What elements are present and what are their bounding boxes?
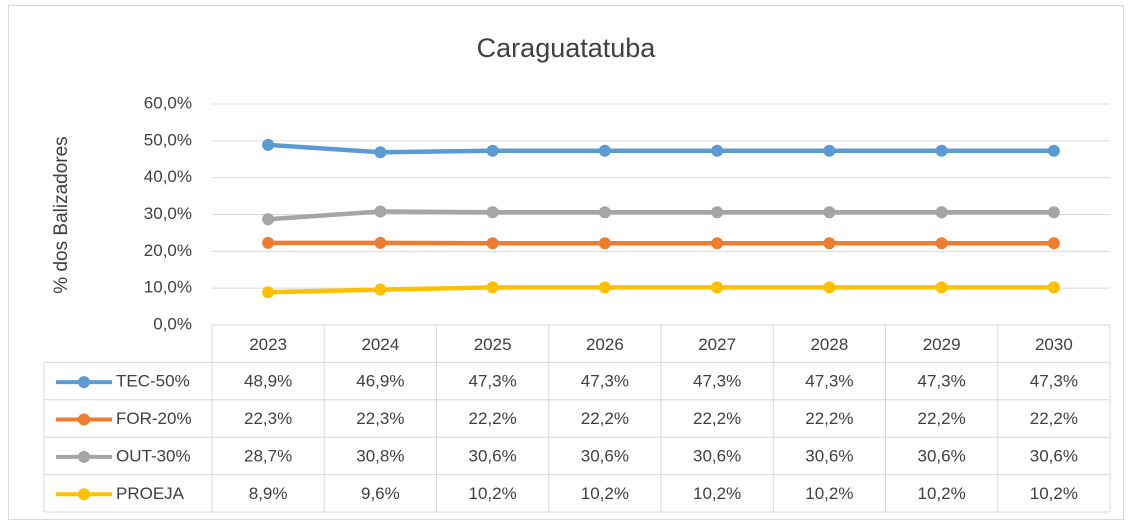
y-tick-label: 0,0% (153, 314, 192, 333)
data-point (262, 213, 274, 225)
data-label: 47,3% (469, 372, 517, 391)
data-label: 47,3% (693, 372, 741, 391)
y-axis-label: % dos Balizadores (51, 136, 72, 293)
x-tick-label: 2024 (361, 335, 399, 354)
data-point (823, 237, 835, 249)
x-tick-label: 2029 (923, 335, 961, 354)
data-label: 22,3% (244, 409, 292, 428)
data-point (1048, 237, 1060, 249)
data-label: 30,6% (469, 446, 517, 465)
data-point (1048, 145, 1060, 157)
y-tick-label: 20,0% (144, 241, 192, 260)
chart-frame (9, 6, 1124, 520)
legend-label: OUT-30% (116, 446, 191, 465)
legend-key (78, 414, 90, 426)
data-label: 10,2% (918, 484, 966, 503)
data-point (374, 284, 386, 296)
data-label: 30,6% (693, 446, 741, 465)
data-label: 47,3% (805, 372, 853, 391)
data-label: 22,2% (1030, 409, 1078, 428)
y-tick-label: 50,0% (144, 130, 192, 149)
data-point (374, 237, 386, 249)
data-point (599, 206, 611, 218)
data-point (711, 237, 723, 249)
data-point (936, 206, 948, 218)
data-point (374, 206, 386, 218)
data-point (936, 237, 948, 249)
data-label: 47,3% (918, 372, 966, 391)
data-label: 22,2% (693, 409, 741, 428)
y-tick-label: 60,0% (144, 93, 192, 112)
legend-key (78, 488, 90, 500)
data-label: 48,9% (244, 372, 292, 391)
data-point (262, 139, 274, 151)
x-tick-label: 2027 (698, 335, 736, 354)
data-point (374, 146, 386, 158)
data-point (936, 281, 948, 293)
legend-label: TEC-50% (116, 372, 190, 391)
data-point (711, 145, 723, 157)
data-label: 46,9% (356, 372, 404, 391)
data-label: 30,6% (918, 446, 966, 465)
data-label: 30,8% (356, 446, 404, 465)
data-point (936, 145, 948, 157)
legend-key (78, 451, 90, 463)
data-point (599, 145, 611, 157)
data-label: 22,2% (469, 409, 517, 428)
data-point (823, 281, 835, 293)
y-tick-label: 10,0% (144, 278, 192, 297)
data-label: 10,2% (469, 484, 517, 503)
data-label: 22,2% (581, 409, 629, 428)
data-point (823, 206, 835, 218)
data-point (262, 237, 274, 249)
y-tick-label: 30,0% (144, 204, 192, 223)
data-label: 10,2% (1030, 484, 1078, 503)
y-tick-label: 40,0% (144, 167, 192, 186)
data-point (823, 145, 835, 157)
data-point (487, 206, 499, 218)
data-label: 28,7% (244, 446, 292, 465)
legend-label: PROEJA (116, 484, 185, 503)
data-label: 8,9% (249, 484, 288, 503)
x-tick-label: 2030 (1035, 335, 1073, 354)
data-label: 9,6% (361, 484, 400, 503)
data-label: 47,3% (581, 372, 629, 391)
data-point (599, 237, 611, 249)
data-point (711, 281, 723, 293)
data-point (1048, 206, 1060, 218)
data-label: 22,2% (918, 409, 966, 428)
data-point (262, 286, 274, 298)
x-tick-label: 2026 (586, 335, 624, 354)
data-point (487, 237, 499, 249)
legend-label: FOR-20% (116, 409, 192, 428)
data-point (599, 281, 611, 293)
data-label: 47,3% (1030, 372, 1078, 391)
data-label: 10,2% (581, 484, 629, 503)
data-point (711, 206, 723, 218)
x-tick-label: 2023 (249, 335, 287, 354)
data-label: 22,3% (356, 409, 404, 428)
data-label: 10,2% (805, 484, 853, 503)
data-point (487, 145, 499, 157)
x-tick-label: 2025 (474, 335, 512, 354)
x-tick-label: 2028 (810, 335, 848, 354)
data-point (1048, 281, 1060, 293)
data-point (487, 281, 499, 293)
data-label: 30,6% (1030, 446, 1078, 465)
chart-title: Caraguatatuba (477, 33, 657, 63)
data-label: 30,6% (581, 446, 629, 465)
legend-key (78, 376, 90, 388)
data-label: 22,2% (805, 409, 853, 428)
data-label: 10,2% (693, 484, 741, 503)
data-label: 30,6% (805, 446, 853, 465)
